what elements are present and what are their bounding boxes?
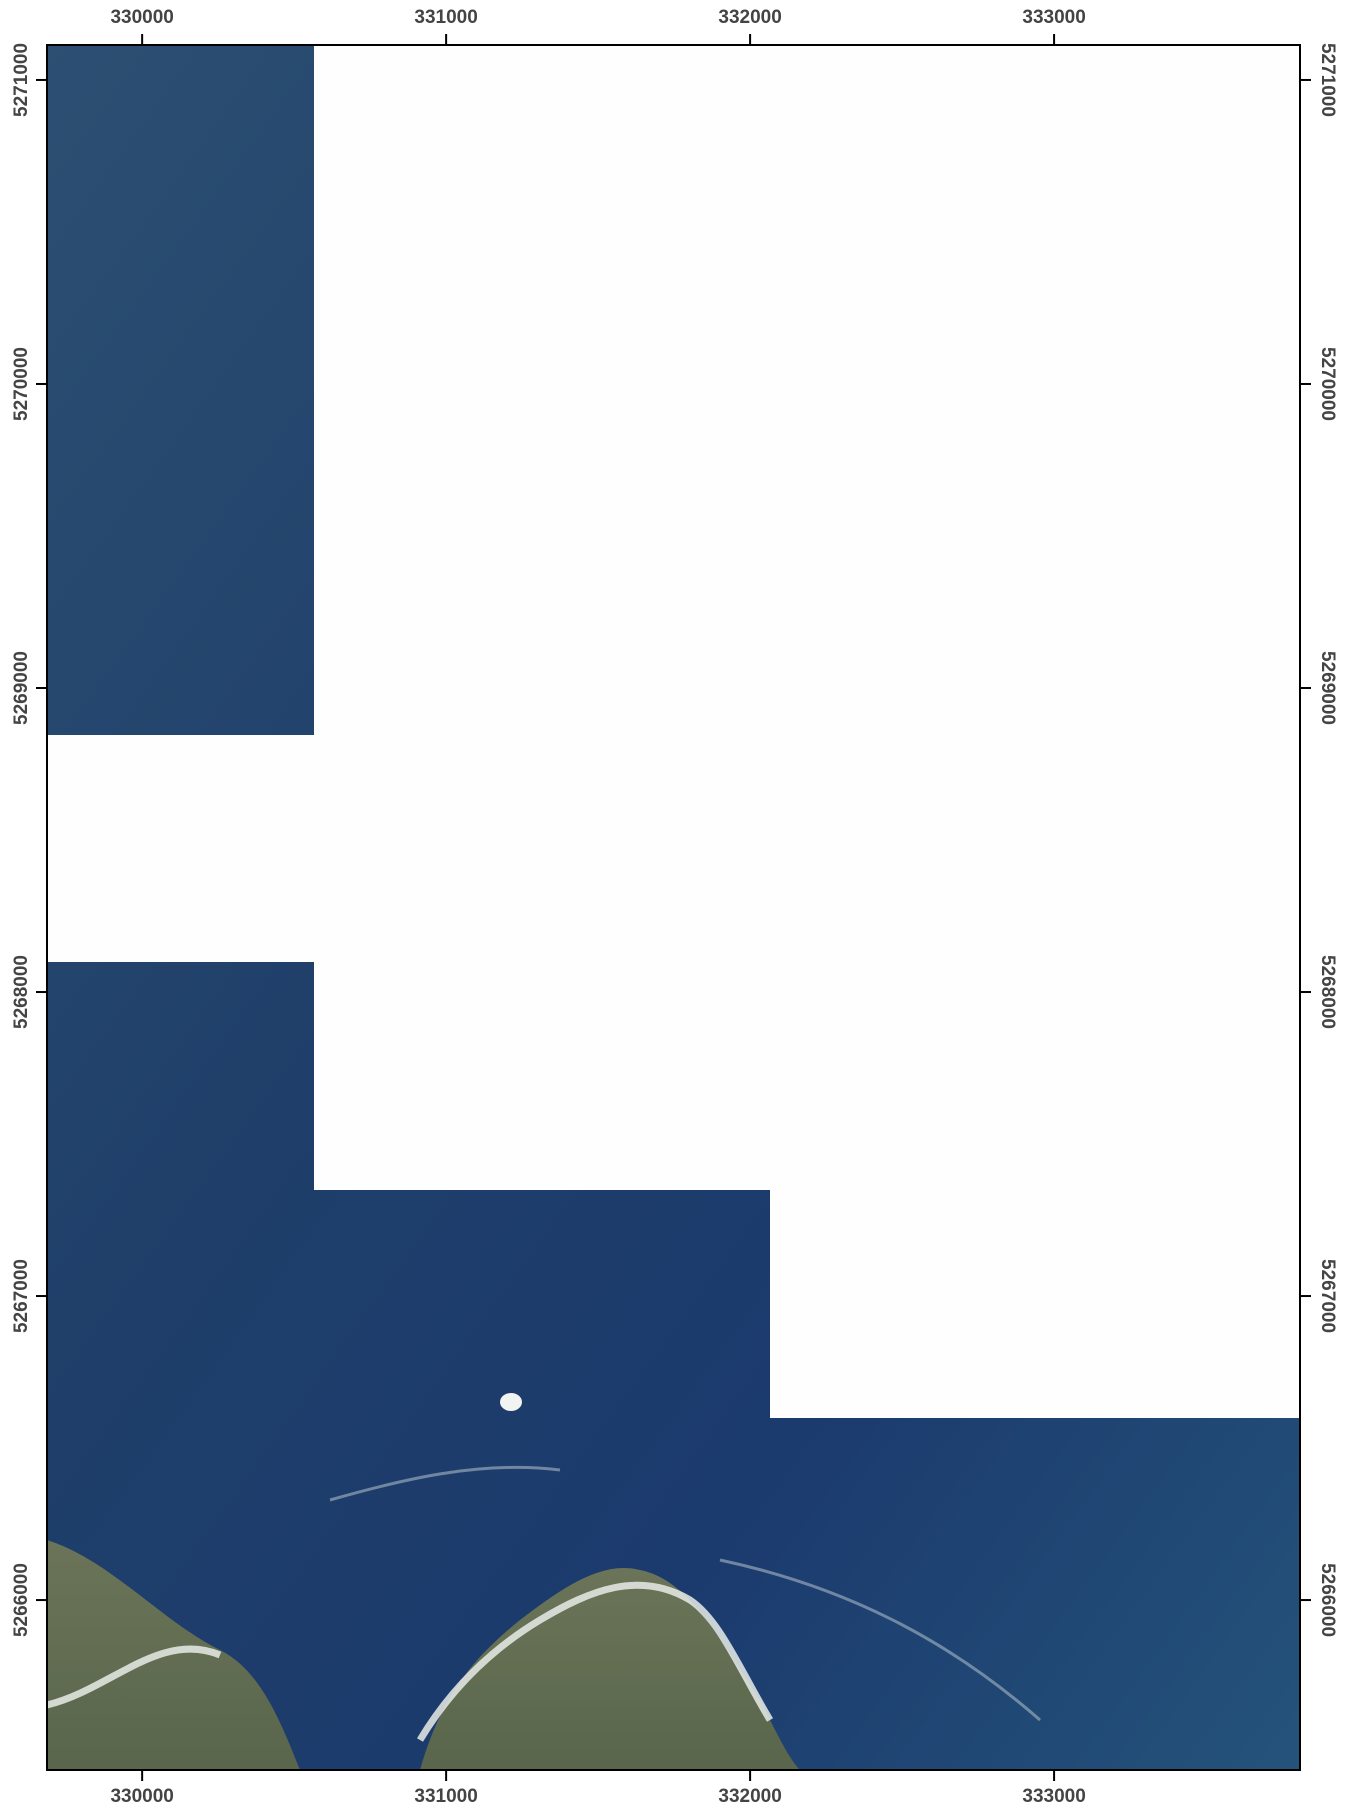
x-tick-label-bottom: 331000 <box>414 1786 477 1807</box>
y-tick-label-left: 5270000 <box>11 347 32 421</box>
land <box>420 1568 800 1770</box>
land <box>47 1540 300 1770</box>
cloud-fleck <box>500 1393 522 1411</box>
y-tick-label-left: 5268000 <box>11 955 32 1029</box>
cloud-mask <box>47 45 1300 1418</box>
map-frame <box>46 44 1301 1771</box>
x-tick-label-bottom: 333000 <box>1022 1786 1085 1807</box>
y-tick-label-left: 5269000 <box>11 651 32 725</box>
x-tick-label-top: 332000 <box>718 7 781 28</box>
surf <box>47 1581 774 1742</box>
y-tick-label-right: 5271000 <box>1317 43 1338 117</box>
x-tick-label-bottom: 332000 <box>718 1786 781 1807</box>
y-tick-label-left: 5266000 <box>11 1563 32 1637</box>
y-tick-label-right: 5267000 <box>1317 1259 1338 1333</box>
x-tick-label-bottom: 330000 <box>110 1786 173 1807</box>
x-tick-label-top: 330000 <box>110 7 173 28</box>
imagery <box>47 45 1300 1770</box>
y-tick-label-right: 5269000 <box>1317 651 1338 725</box>
y-tick-label-right: 5266000 <box>1317 1563 1338 1637</box>
foam <box>329 1465 1041 1722</box>
y-tick-label-right: 5270000 <box>1317 347 1338 421</box>
y-tick-label-right: 5268000 <box>1317 955 1338 1029</box>
x-tick-label-top: 331000 <box>414 7 477 28</box>
x-tick-label-top: 333000 <box>1022 7 1085 28</box>
y-tick-label-left: 5271000 <box>11 43 32 117</box>
y-tick-label-left: 5267000 <box>11 1259 32 1333</box>
